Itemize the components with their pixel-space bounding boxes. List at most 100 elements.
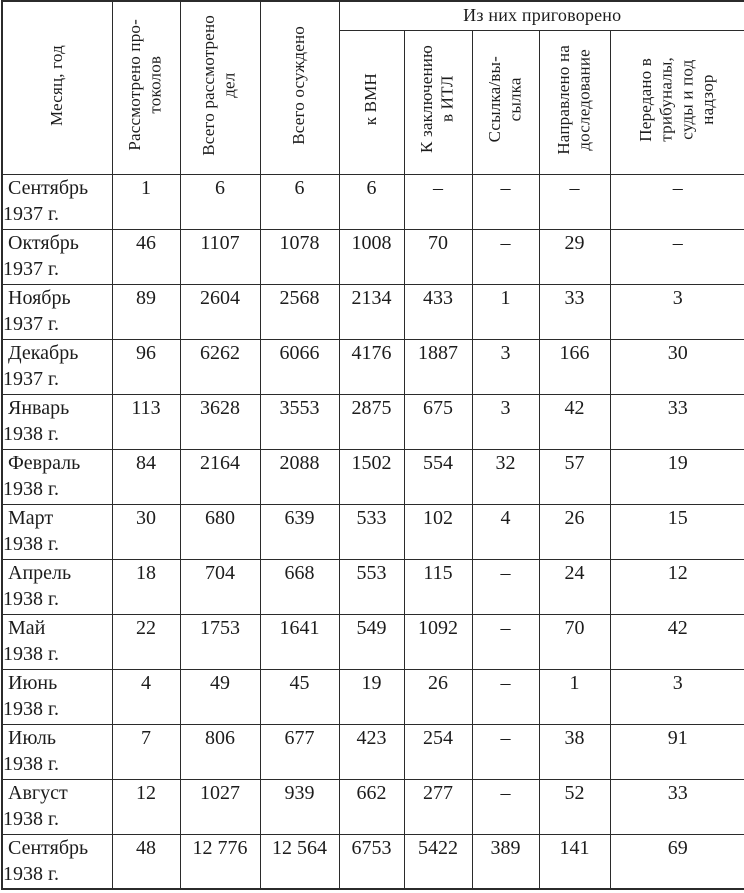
table-row: Апрель 1938 г. 18 704 668 553 115–24 12 xyxy=(1,558,744,615)
value-cell: 30 xyxy=(609,338,744,395)
month-label: Март xyxy=(8,506,54,529)
value-cell: 12 xyxy=(609,558,744,615)
value-cell: 19 xyxy=(609,448,744,505)
month-cell: Август 1938 г. xyxy=(1,778,113,835)
value-cell: 32 xyxy=(471,448,540,505)
year-label: 1937 г. xyxy=(3,257,59,280)
value-cell: 12 xyxy=(111,778,181,835)
value-cell: 1027 xyxy=(179,778,261,835)
value-cell: 33 xyxy=(609,393,744,450)
value-cell: 57 xyxy=(538,448,611,505)
value-cell: 6753 xyxy=(338,833,405,890)
value-cell: 42 xyxy=(609,613,744,670)
year-label: 1937 г. xyxy=(3,312,59,335)
header-month-column: Месяц, год xyxy=(1,0,113,175)
month-cell: Сентябрь 1938 г. xyxy=(1,833,113,890)
value-cell: 3 xyxy=(609,668,744,725)
year-label: 1938 г. xyxy=(3,422,59,445)
value-cell: 102 xyxy=(403,503,473,560)
header-cases-reviewed-column: Всего рассмотрено дел xyxy=(179,0,261,175)
header-vmn-column: к ВМН xyxy=(338,29,405,175)
value-cell: 533 xyxy=(338,503,405,560)
value-cell: 3553 xyxy=(259,393,340,450)
month-label: Октябрь xyxy=(8,231,79,254)
value-cell: 6262 xyxy=(179,338,261,395)
value-cell: – xyxy=(609,173,744,230)
month-label: Февраль xyxy=(8,451,81,474)
month-cell: Май 1938 г. xyxy=(1,613,113,670)
value-cell: 677 xyxy=(259,723,340,780)
value-cell: 38 xyxy=(538,723,611,780)
year-label: 1938 г. xyxy=(3,587,59,610)
value-cell: 554 xyxy=(403,448,473,505)
month-cell: Январь 1938 г. xyxy=(1,393,113,450)
header-total-convicted-label: Всего осуждено xyxy=(289,25,309,145)
year-label: 1937 г. xyxy=(3,202,59,225)
value-cell: 15 xyxy=(609,503,744,560)
header-row-top: Месяц, год Рассмотрено про- токолов Всег… xyxy=(1,0,744,175)
month-label: Ноябрь xyxy=(8,286,71,309)
month-cell: Июль 1938 г. xyxy=(1,723,113,780)
table-body: Сентябрь 1937 г. 1 6 6 6– – – – Октябрь 1937 г… xyxy=(1,173,744,890)
value-cell: 2164 xyxy=(179,448,261,505)
header-reinvestigation-label: Направлено на доследование xyxy=(553,44,594,155)
value-cell: 70 xyxy=(538,613,611,670)
table-header: Месяц, год Рассмотрено про- токолов Всег… xyxy=(1,0,744,175)
table-row: Октябрь 1937 г. 46 1107 1078 1008 70–29– xyxy=(1,228,744,285)
value-cell: 6 xyxy=(338,173,405,230)
value-cell: 49 xyxy=(179,668,261,725)
header-tribunals-label: Передано в трибуналы, суды и под надзор xyxy=(636,57,718,142)
year-label: 1938 г. xyxy=(3,807,59,830)
value-cell: 96 xyxy=(111,338,181,395)
month-cell: Сентябрь 1937 г. xyxy=(1,173,113,230)
value-cell: 22 xyxy=(111,613,181,670)
value-cell: 1887 xyxy=(403,338,473,395)
month-label: Декабрь xyxy=(8,341,79,364)
value-cell: 639 xyxy=(259,503,340,560)
table-row: Май 1938 г. 22 1753 1641 549 1092–70 42 xyxy=(1,613,744,670)
value-cell: 69 xyxy=(609,833,744,890)
value-cell: 423 xyxy=(338,723,405,780)
value-cell: 1502 xyxy=(338,448,405,505)
value-cell: 1078 xyxy=(259,228,340,285)
value-cell: 30 xyxy=(111,503,181,560)
header-tribunals-column: Передано в трибуналы, суды и под надзор xyxy=(609,29,744,175)
value-cell: 254 xyxy=(403,723,473,780)
year-label: 1937 г. xyxy=(3,367,59,390)
value-cell: 4 xyxy=(111,668,181,725)
value-cell: – xyxy=(471,778,540,835)
value-cell: 115 xyxy=(403,558,473,615)
value-cell: 1107 xyxy=(179,228,261,285)
month-cell: Ноябрь 1937 г. xyxy=(1,283,113,340)
month-cell: Июнь 1938 г. xyxy=(1,668,113,725)
value-cell: – xyxy=(471,723,540,780)
table-row: Декабрь 1937 г. 96 6262 6066 4176 1887 3 166 30 xyxy=(1,338,744,395)
value-cell: 680 xyxy=(179,503,261,560)
value-cell: 12 564 xyxy=(259,833,340,890)
header-total-convicted-column: Всего осуждено xyxy=(259,0,340,175)
header-sentenced-group: Из них приговорено xyxy=(338,0,744,31)
table-row: Июнь 1938 г. 4 49 45 19 26–1 3 xyxy=(1,668,744,725)
value-cell: 141 xyxy=(538,833,611,890)
value-cell: – xyxy=(471,173,540,230)
table-row: Июль 1938 г. 7 806 677 423 254–38 91 xyxy=(1,723,744,780)
value-cell: 1008 xyxy=(338,228,405,285)
value-cell: – xyxy=(471,228,540,285)
value-cell: 1641 xyxy=(259,613,340,670)
value-cell: 2134 xyxy=(338,283,405,340)
value-cell: – xyxy=(471,613,540,670)
month-label: Январь xyxy=(8,396,70,419)
value-cell: 70 xyxy=(403,228,473,285)
value-cell: 2088 xyxy=(259,448,340,505)
value-cell: 52 xyxy=(538,778,611,835)
month-cell: Октябрь 1937 г. xyxy=(1,228,113,285)
value-cell: 2568 xyxy=(259,283,340,340)
table-row: Август 1938 г. 12 1027 939 662 277–52 33 xyxy=(1,778,744,835)
table-row: Март 1938 г. 30 680 639 533 102 4 26 15 xyxy=(1,503,744,560)
value-cell: 12 776 xyxy=(179,833,261,890)
value-cell: 29 xyxy=(538,228,611,285)
value-cell: 662 xyxy=(338,778,405,835)
value-cell: 48 xyxy=(111,833,181,890)
value-cell: 553 xyxy=(338,558,405,615)
